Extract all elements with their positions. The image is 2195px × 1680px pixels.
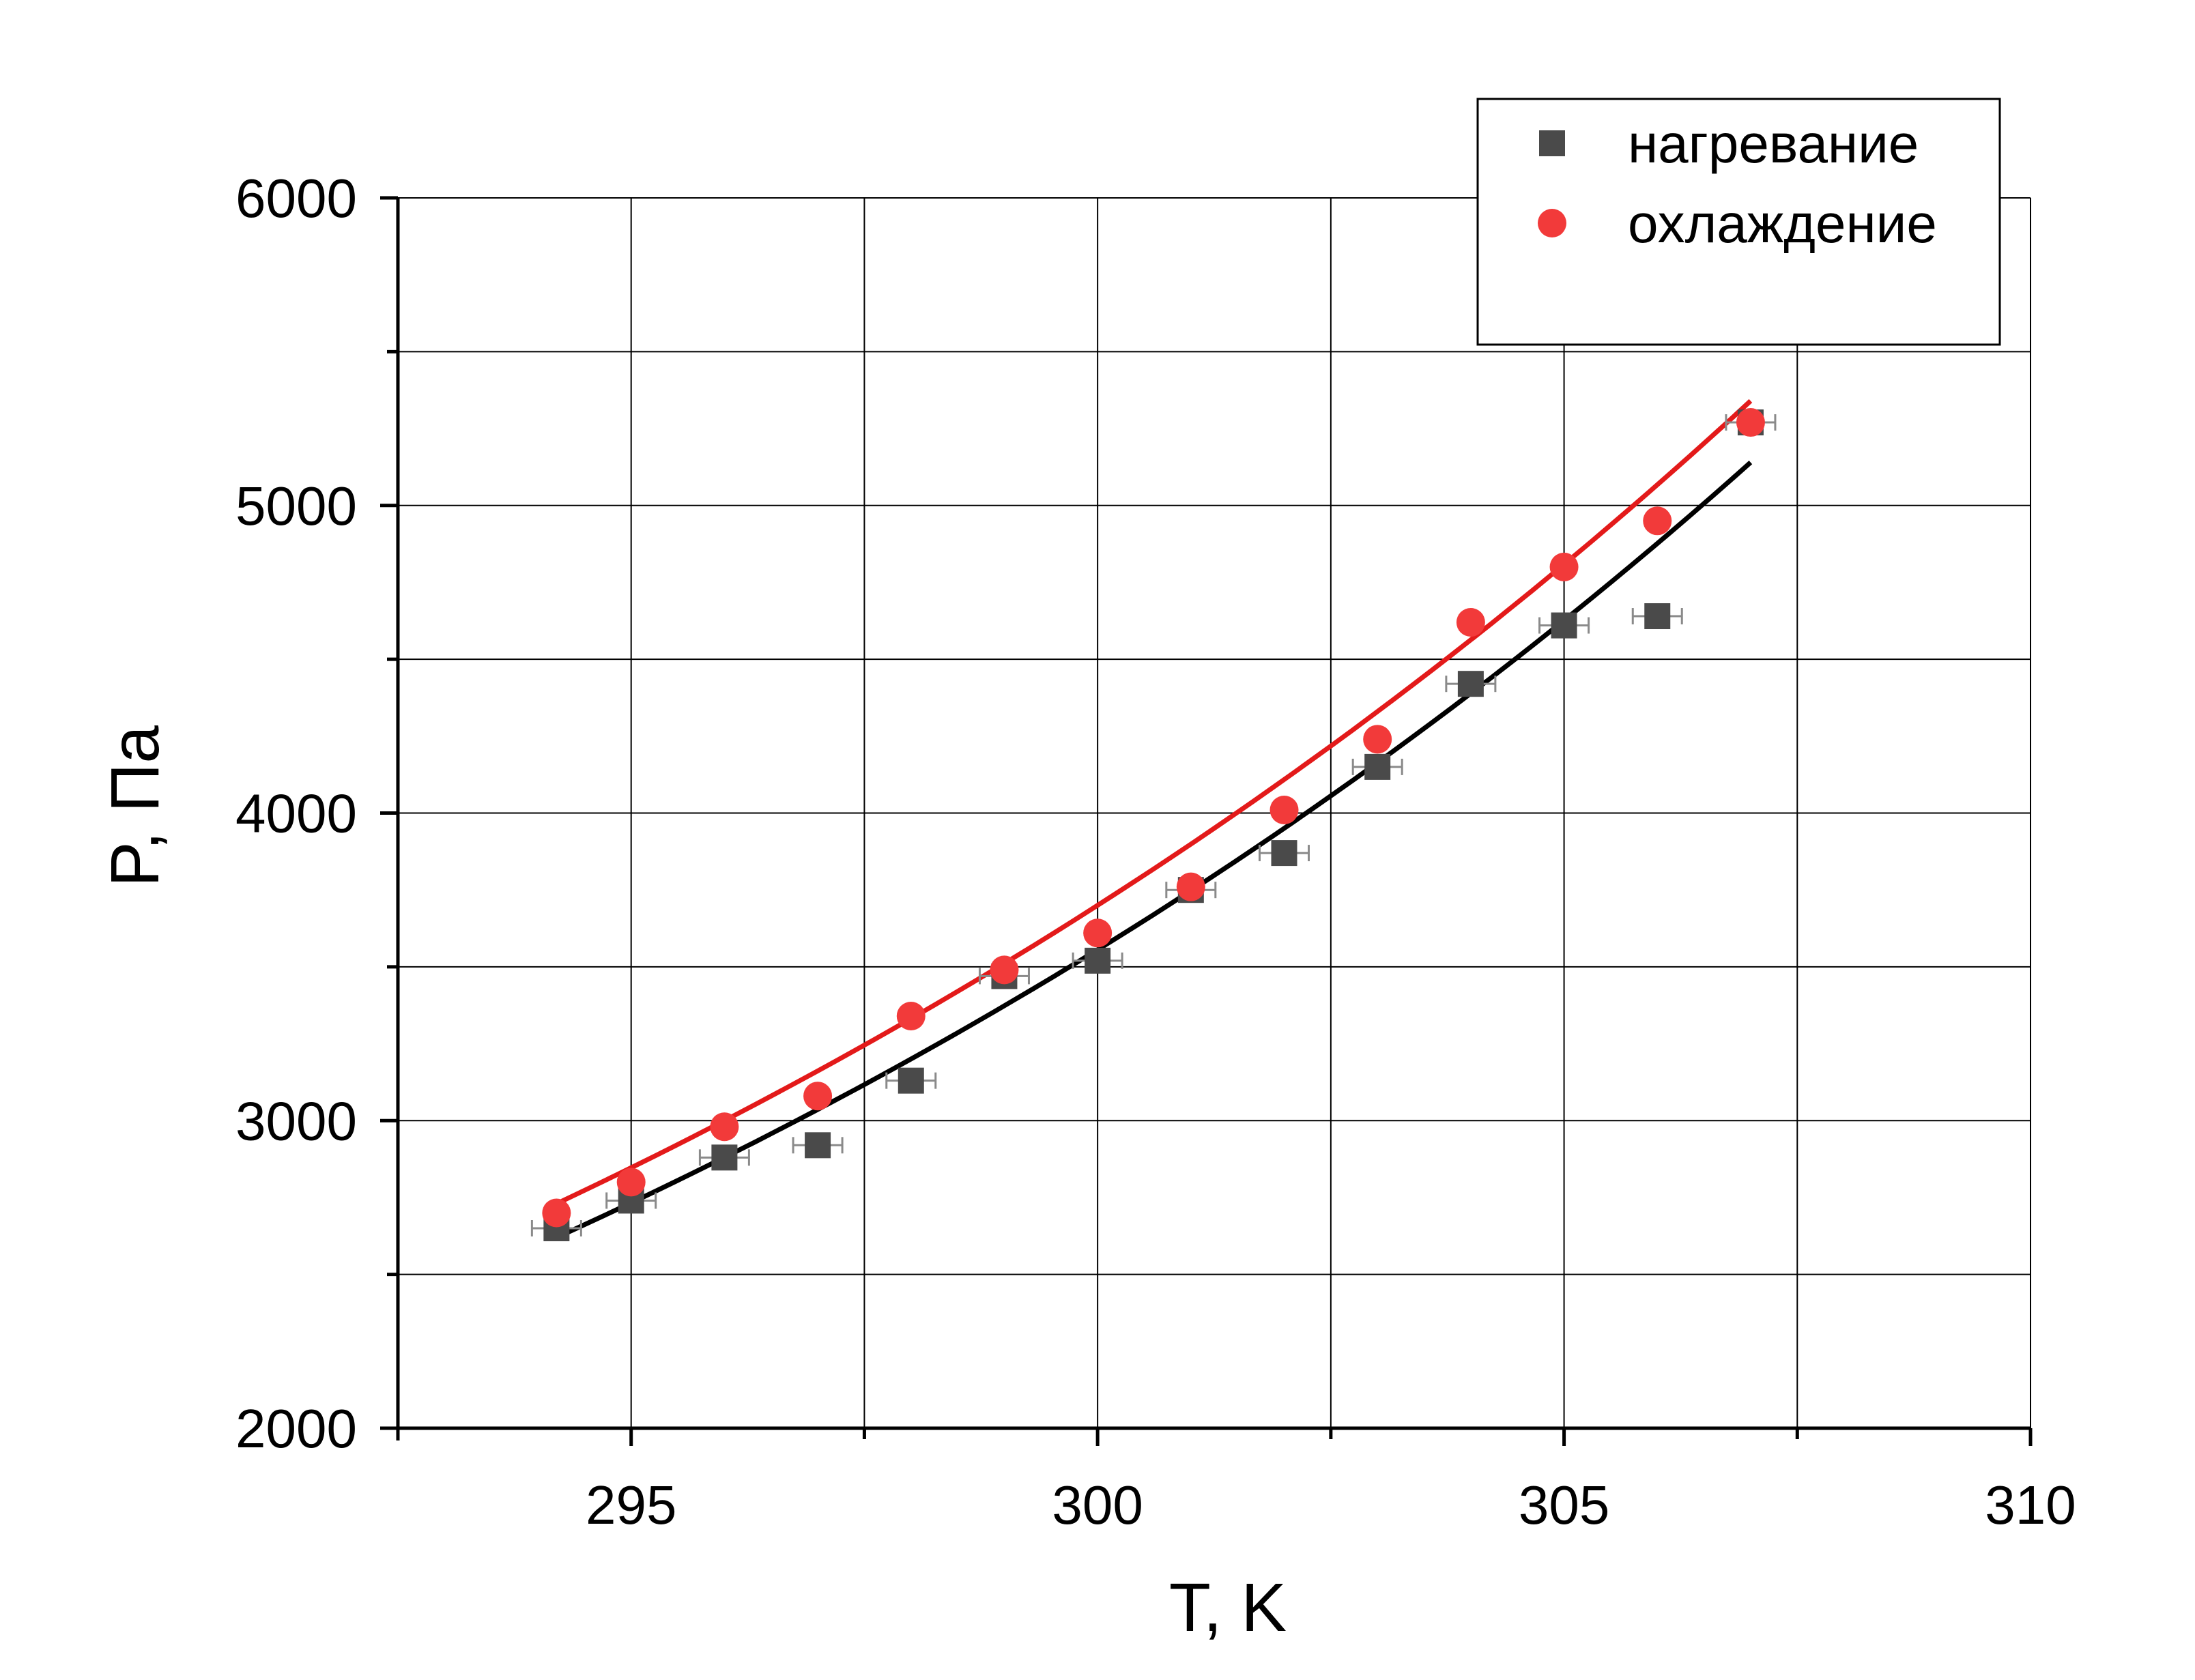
data-point-cooling xyxy=(1269,795,1299,824)
data-point-heating xyxy=(1644,603,1671,630)
x-tick-label: 305 xyxy=(1519,1475,1609,1535)
data-point-cooling xyxy=(803,1082,833,1111)
legend: нагревание охлаждение xyxy=(1476,98,2001,346)
data-point-heating xyxy=(1457,671,1484,697)
legend-label-heating: нагревание xyxy=(1628,113,1919,174)
x-tick-label: 300 xyxy=(1052,1475,1143,1535)
data-point-cooling xyxy=(1736,408,1765,437)
data-point-cooling xyxy=(1083,918,1113,948)
legend-marker-heating xyxy=(1539,130,1565,156)
data-point-cooling xyxy=(542,1198,571,1228)
series-layer xyxy=(530,399,1777,1242)
data-point-cooling xyxy=(896,1001,926,1030)
y-tick-label: 6000 xyxy=(235,168,357,229)
y-tick-label: 4000 xyxy=(235,783,357,844)
data-point-cooling xyxy=(1176,872,1205,901)
x-tick-label: 310 xyxy=(1985,1475,2076,1535)
y-tick-label: 2000 xyxy=(235,1398,357,1459)
x-tick-label: 295 xyxy=(586,1475,676,1535)
data-point-heating xyxy=(711,1144,738,1171)
fit-curve-cooling xyxy=(555,399,1753,1206)
tick-labels: 295 300 305 310 2000 3000 4000 5000 6000 xyxy=(235,168,2076,1535)
data-point-cooling xyxy=(990,955,1019,985)
data-point-heating xyxy=(1364,753,1391,780)
data-point-cooling xyxy=(616,1168,646,1197)
data-point-cooling xyxy=(1549,552,1579,581)
data-point-heating xyxy=(1551,612,1577,639)
data-point-cooling xyxy=(1456,608,1485,637)
y-tick-label: 3000 xyxy=(235,1090,357,1151)
ticks xyxy=(380,196,2033,1446)
axes xyxy=(386,198,2031,1440)
legend-label-cooling: охлаждение xyxy=(1628,193,1937,254)
data-point-cooling xyxy=(710,1112,739,1142)
data-point-cooling xyxy=(1643,506,1672,536)
data-point-cooling xyxy=(1363,725,1392,754)
data-point-heating xyxy=(898,1067,924,1094)
legend-marker-cooling xyxy=(1538,209,1566,237)
data-point-heating xyxy=(805,1132,831,1159)
data-point-heating xyxy=(1271,840,1297,867)
y-axis-title: P, Па xyxy=(97,725,173,887)
y-tick-label: 5000 xyxy=(235,476,357,536)
data-point-heating xyxy=(1085,947,1111,974)
grid xyxy=(398,197,2031,1428)
x-axis-title: T, K xyxy=(1169,1569,1287,1646)
